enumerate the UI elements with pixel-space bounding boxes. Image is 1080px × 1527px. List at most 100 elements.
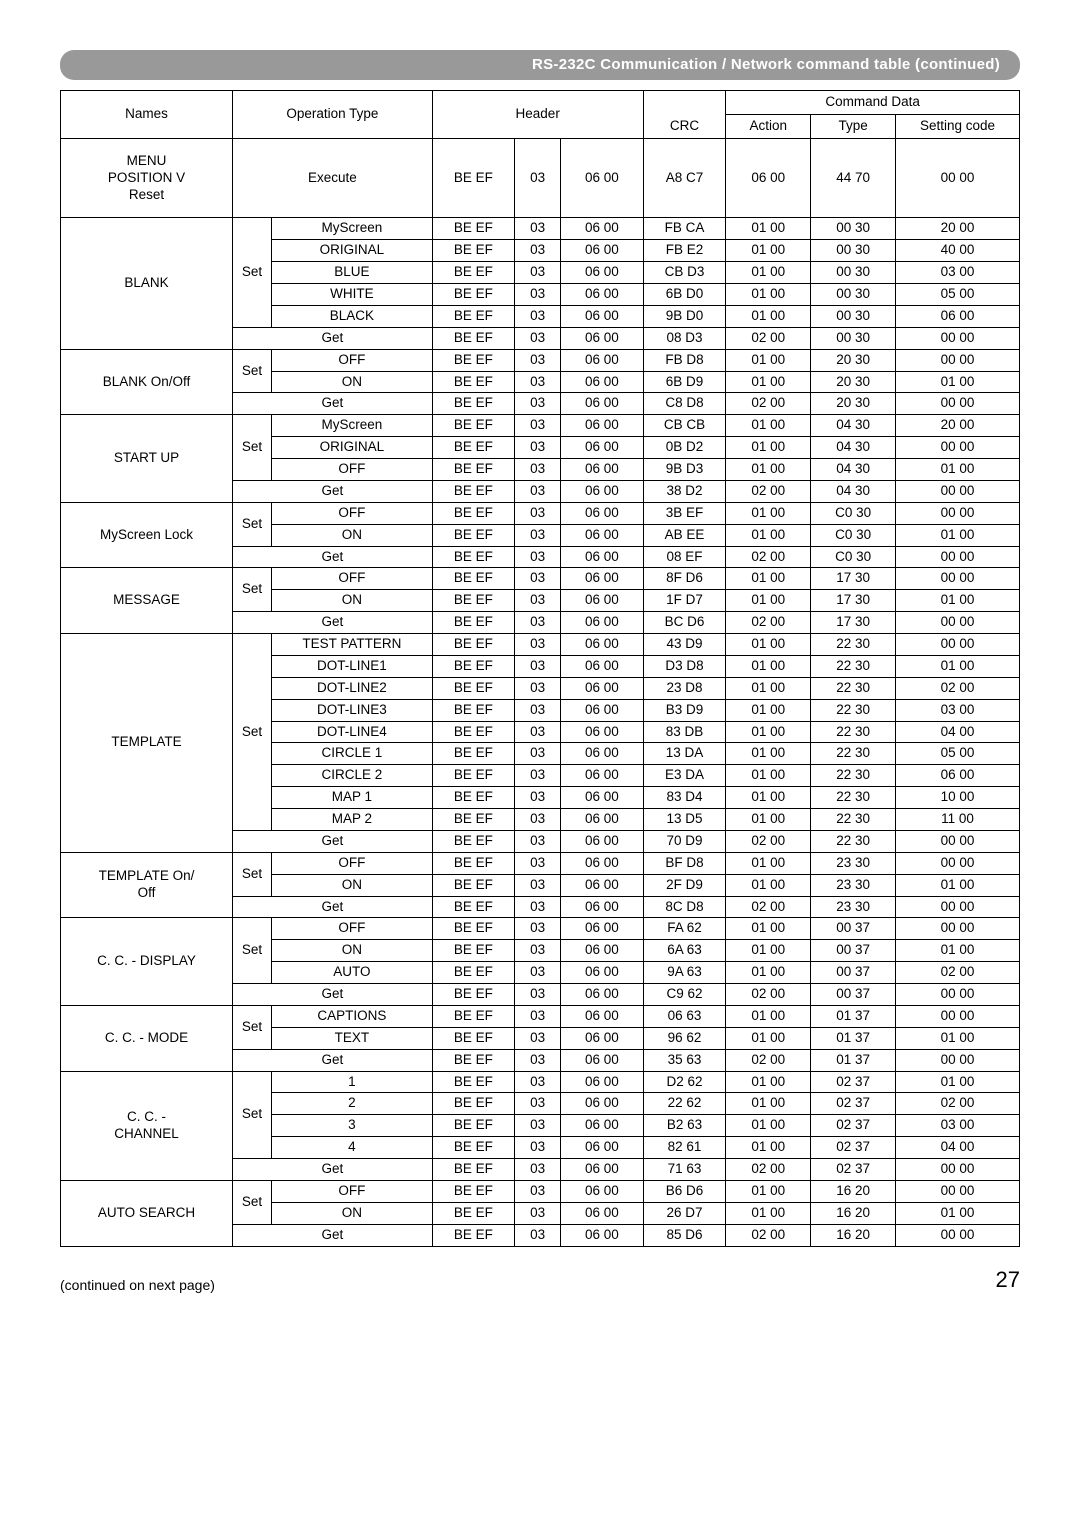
cell-crc: C8 D8	[643, 393, 726, 415]
cell-type: 00 30	[811, 284, 896, 306]
cell-h3: 06 00	[561, 546, 644, 568]
cell-type: 00 37	[811, 984, 896, 1006]
cell-crc: 35 63	[643, 1049, 726, 1071]
cell-h1: BE EF	[432, 284, 515, 306]
cell-setcode: 03 00	[896, 1115, 1020, 1137]
cell-h3: 06 00	[561, 940, 644, 962]
cell-h3: 06 00	[561, 459, 644, 481]
cell-h2: 03	[515, 262, 561, 284]
cell-crc: 82 61	[643, 1137, 726, 1159]
cell-op: ON	[272, 940, 433, 962]
cell-crc: CB CB	[643, 415, 726, 437]
cell-crc: D3 D8	[643, 655, 726, 677]
cell-name: MyScreen Lock	[61, 502, 233, 568]
cell-h3: 06 00	[561, 612, 644, 634]
cell-crc: 22 62	[643, 1093, 726, 1115]
cell-setcode: 00 00	[896, 852, 1020, 874]
cell-h2: 03	[515, 721, 561, 743]
cell-action: 01 00	[726, 852, 811, 874]
cell-h2: 03	[515, 218, 561, 240]
command-table: Names Operation Type Header Command Data…	[60, 90, 1020, 1247]
cell-op: ON	[272, 524, 433, 546]
cell-h3: 06 00	[561, 371, 644, 393]
cell-h2: 03	[515, 699, 561, 721]
cell-crc: 08 EF	[643, 546, 726, 568]
table-row: BLANKSetMyScreenBE EF0306 00FB CA01 0000…	[61, 218, 1020, 240]
cell-h1: BE EF	[432, 612, 515, 634]
cell-h3: 06 00	[561, 830, 644, 852]
cell-action: 01 00	[726, 568, 811, 590]
cell-crc: 0B D2	[643, 437, 726, 459]
cell-crc: 13 D5	[643, 809, 726, 831]
cell-h2: 03	[515, 590, 561, 612]
cell-type: 22 30	[811, 655, 896, 677]
cell-crc: 83 DB	[643, 721, 726, 743]
cell-type: 04 30	[811, 415, 896, 437]
cell-h3: 06 00	[561, 765, 644, 787]
cell-op: Get	[233, 984, 433, 1006]
cell-crc: FB CA	[643, 218, 726, 240]
continued-note: (continued on next page)	[60, 1277, 215, 1293]
cell-h2: 03	[515, 1005, 561, 1027]
cell-op: 1	[272, 1071, 433, 1093]
cell-action: 02 00	[726, 830, 811, 852]
col-type: Type	[811, 114, 896, 138]
cell-setcode: 20 00	[896, 415, 1020, 437]
cell-op: Get	[233, 480, 433, 502]
cell-h2: 03	[515, 765, 561, 787]
cell-setcode: 05 00	[896, 284, 1020, 306]
cell-setcode: 11 00	[896, 809, 1020, 831]
cell-h3: 06 00	[561, 655, 644, 677]
cell-setcode: 05 00	[896, 743, 1020, 765]
cell-op: Get	[233, 327, 433, 349]
cell-op: DOT-LINE4	[272, 721, 433, 743]
cell-setcode: 10 00	[896, 787, 1020, 809]
cell-h3: 06 00	[561, 590, 644, 612]
cell-h1: BE EF	[432, 349, 515, 371]
cell-type: 00 37	[811, 940, 896, 962]
cell-crc: 6B D0	[643, 284, 726, 306]
cell-setcode: 00 00	[896, 984, 1020, 1006]
cell-h1: BE EF	[432, 1137, 515, 1159]
table-row: C. C. - MODESetCAPTIONSBE EF0306 0006 63…	[61, 1005, 1020, 1027]
cell-op: Get	[233, 393, 433, 415]
cell-type: 20 30	[811, 393, 896, 415]
cell-type: 16 20	[811, 1202, 896, 1224]
cell-setcode: 01 00	[896, 459, 1020, 481]
cell-type: 16 20	[811, 1224, 896, 1246]
cell-h3: 06 00	[561, 962, 644, 984]
cell-set: Set	[233, 415, 272, 481]
cell-op: 3	[272, 1115, 433, 1137]
cell-h3: 06 00	[561, 218, 644, 240]
cell-type: 20 30	[811, 371, 896, 393]
cell-action: 01 00	[726, 743, 811, 765]
cell-type: 00 30	[811, 240, 896, 262]
cell-setcode: 00 00	[896, 1180, 1020, 1202]
cell-set: Set	[233, 1005, 272, 1049]
cell-name: BLANK On/Off	[61, 349, 233, 415]
cell-op: TEST PATTERN	[272, 634, 433, 656]
cell-h1: BE EF	[432, 415, 515, 437]
cell-action: 01 00	[726, 962, 811, 984]
cell-crc: 70 D9	[643, 830, 726, 852]
cell-action: 01 00	[726, 940, 811, 962]
cell-action: 01 00	[726, 1202, 811, 1224]
cell-h1: BE EF	[432, 940, 515, 962]
cell-h2: 03	[515, 371, 561, 393]
cell-h2: 03	[515, 655, 561, 677]
cell-op: MAP 1	[272, 787, 433, 809]
cell-setcode: 01 00	[896, 371, 1020, 393]
cell-h2: 03	[515, 1115, 561, 1137]
cell-op: WHITE	[272, 284, 433, 306]
cell-h3: 06 00	[561, 852, 644, 874]
cell-setcode: 01 00	[896, 874, 1020, 896]
cell-setcode: 00 00	[896, 480, 1020, 502]
cell-setcode: 02 00	[896, 1093, 1020, 1115]
cell-h3: 06 00	[561, 305, 644, 327]
cell-type: 00 37	[811, 962, 896, 984]
cell-h1: BE EF	[432, 1005, 515, 1027]
cell-name: C. C. - DISPLAY	[61, 918, 233, 1006]
cell-action: 02 00	[726, 984, 811, 1006]
cell-name: TEMPLATE	[61, 634, 233, 853]
cell-setcode: 00 00	[896, 568, 1020, 590]
